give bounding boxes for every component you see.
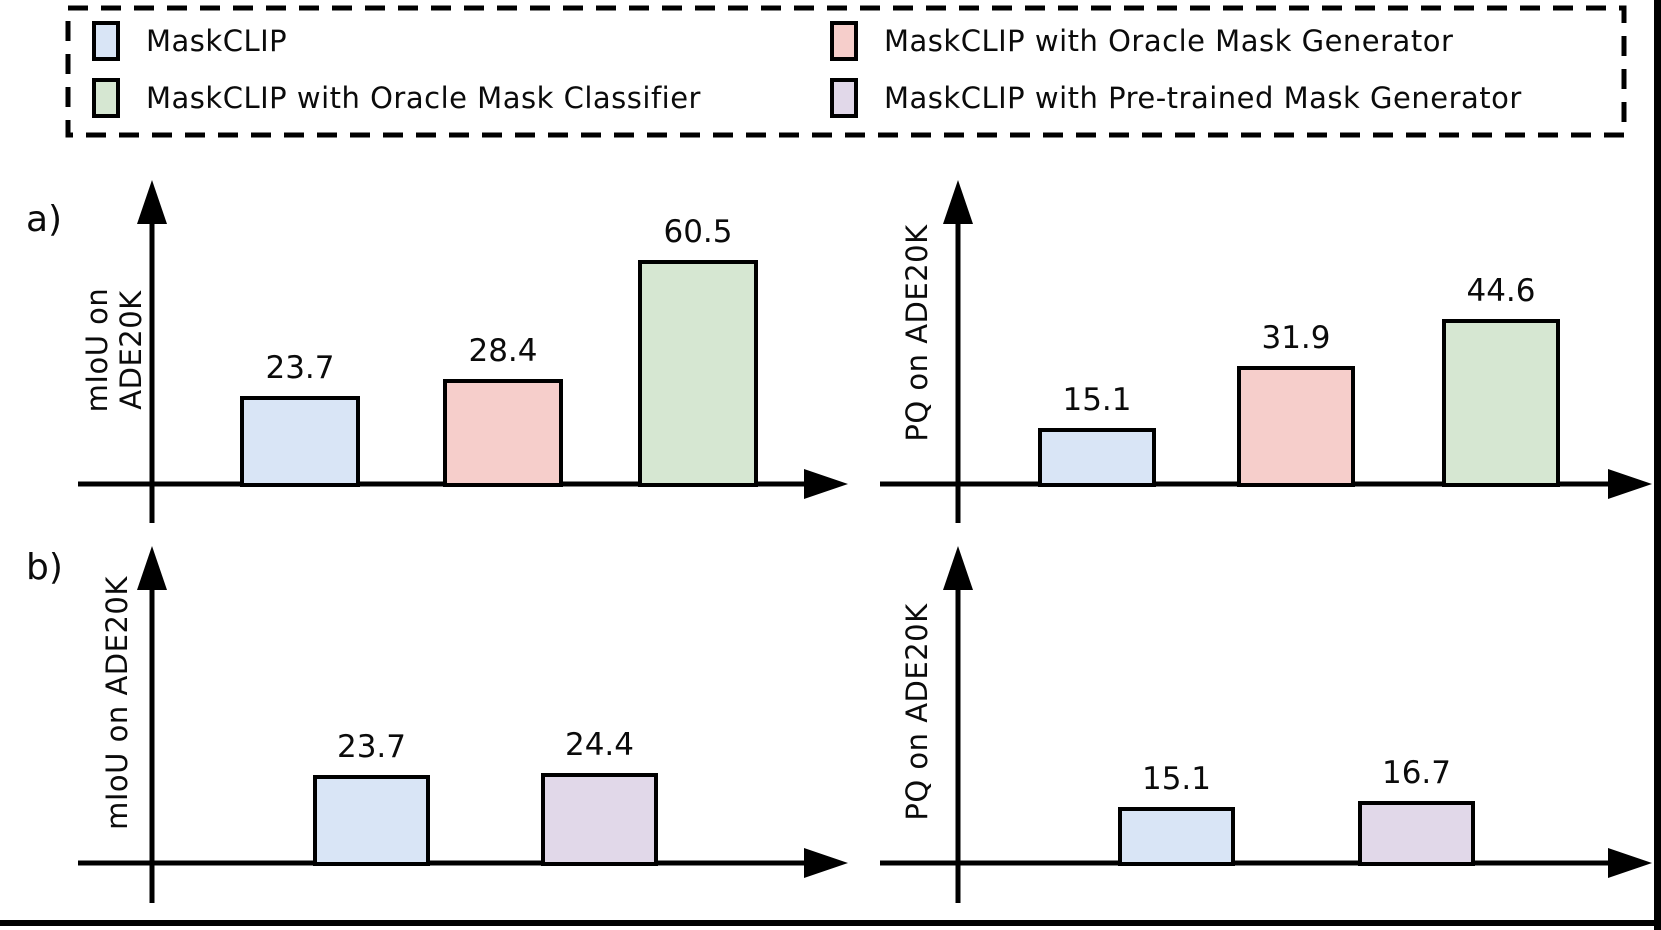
bar-a-left-3 <box>638 260 758 487</box>
bar-value-label-a-left-2: 28.4 <box>468 333 538 369</box>
panel-a-label: a) <box>26 199 63 240</box>
figure-bottom-border <box>0 920 1661 926</box>
bar-value-label-a-left-1: 23.7 <box>265 350 335 386</box>
bar-value-label-b-left-1: 23.7 <box>336 729 407 765</box>
legend-column-left: MaskCLIP MaskCLIP with Oracle Mask Class… <box>92 21 701 118</box>
y-axis-label-a-left: mIoU on ADE20K <box>80 287 148 413</box>
figure-right-border <box>1654 0 1661 930</box>
y-axis-label-b-right: PQ on ADE20K <box>900 603 934 821</box>
bar-b-right-1 <box>1118 807 1235 866</box>
legend-swatch-maskclip <box>92 21 120 61</box>
panel-b-label: b) <box>26 547 63 588</box>
legend-label-maskclip: MaskCLIP <box>146 24 288 58</box>
bar-a-right-2 <box>1237 366 1355 487</box>
bar-b-left-2 <box>541 773 658 866</box>
legend-item-oracle-mask-generator: MaskCLIP with Oracle Mask Generator <box>830 21 1522 61</box>
bar-a-left-2 <box>443 379 563 487</box>
legend-swatch-oracle-mask-generator <box>830 21 858 61</box>
bar-a-left-1 <box>240 396 360 487</box>
legend-item-maskclip: MaskCLIP <box>92 21 701 61</box>
bar-value-label-a-right-2: 31.9 <box>1261 320 1331 356</box>
legend-label-oracle-mask-classifier: MaskCLIP with Oracle Mask Classifier <box>146 81 701 115</box>
bar-b-left-1 <box>313 775 430 866</box>
legend-column-right: MaskCLIP with Oracle Mask Generator Mask… <box>830 21 1522 118</box>
bar-value-label-b-left-2: 24.4 <box>564 727 635 763</box>
bar-a-right-1 <box>1038 428 1156 487</box>
bar-value-label-a-right-3: 44.6 <box>1466 273 1536 309</box>
bar-value-label-a-left-3: 60.5 <box>663 214 733 250</box>
bar-a-right-3 <box>1442 319 1560 487</box>
legend-swatch-oracle-mask-classifier <box>92 78 120 118</box>
legend-item-oracle-mask-classifier: MaskCLIP with Oracle Mask Classifier <box>92 78 701 118</box>
y-axis-label-b-left: mIoU on ADE20K <box>100 576 134 830</box>
legend-item-pretrained-mask-generator: MaskCLIP with Pre-trained Mask Generator <box>830 78 1522 118</box>
y-axis-label-a-right: PQ on ADE20K <box>900 224 934 442</box>
legend-label-pretrained-mask-generator: MaskCLIP with Pre-trained Mask Generator <box>884 81 1522 115</box>
bar-value-label-b-right-2: 16.7 <box>1381 755 1452 791</box>
legend-swatch-pretrained-mask-generator <box>830 78 858 118</box>
bar-value-label-a-right-1: 15.1 <box>1062 382 1132 418</box>
bar-b-right-2 <box>1358 801 1475 866</box>
legend-label-oracle-mask-generator: MaskCLIP with Oracle Mask Generator <box>884 24 1454 58</box>
bar-value-label-b-right-1: 15.1 <box>1141 761 1212 797</box>
